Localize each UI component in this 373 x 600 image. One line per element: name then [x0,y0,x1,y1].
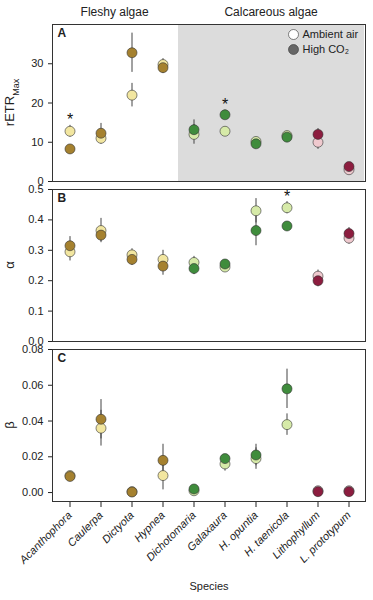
svg-text:Galaxaura: Galaxaura [184,508,229,554]
svg-text:β: β [2,421,17,428]
svg-text:0.5: 0.5 [28,185,43,195]
svg-text:0: 0 [37,175,43,185]
svg-text:0.04: 0.04 [22,415,43,427]
svg-text:*: * [67,111,73,128]
svg-text:α: α [2,261,17,269]
svg-text:0.2: 0.2 [28,274,43,286]
svg-text:Dictyota: Dictyota [99,509,136,546]
svg-text:0.08: 0.08 [22,345,43,355]
svg-text:0.02: 0.02 [22,450,43,462]
svg-text:Acanthophora: Acanthophora [16,509,74,567]
svg-text:0.4: 0.4 [28,213,43,225]
svg-text:High CO₂: High CO₂ [303,43,349,55]
svg-text:Species: Species [189,580,229,592]
svg-text:C: C [58,351,67,365]
svg-text:H. taenicola: H. taenicola [241,508,291,559]
svg-text:0.1: 0.1 [28,305,43,317]
svg-text:H. opuntia: H. opuntia [216,508,260,553]
svg-text:Hypnea: Hypnea [131,508,167,544]
svg-text:rETRMax: rETRMax [2,78,21,126]
svg-text:10: 10 [31,136,43,148]
svg-text:0.0: 0.0 [28,335,43,345]
svg-text:20: 20 [31,97,43,109]
svg-text:Fleshy algae: Fleshy algae [81,5,149,19]
svg-text:Lithophyllum: Lithophyllum [269,508,322,561]
svg-text:*: * [222,96,228,113]
svg-text:Caulerpa: Caulerpa [65,509,105,549]
svg-text:0.3: 0.3 [28,244,43,256]
svg-text:Calcareous algae: Calcareous algae [224,5,318,19]
svg-text:30: 30 [31,57,43,69]
svg-text:Ambient air: Ambient air [303,28,359,40]
svg-text:0.06: 0.06 [22,379,43,391]
svg-text:A: A [58,26,67,40]
svg-text:0.00: 0.00 [22,486,43,498]
svg-text:B: B [58,191,67,205]
svg-text:Dichotomaria: Dichotomaria [144,509,198,563]
svg-text:*: * [284,188,290,205]
svg-text:L. prototypum: L. prototypum [297,509,353,565]
